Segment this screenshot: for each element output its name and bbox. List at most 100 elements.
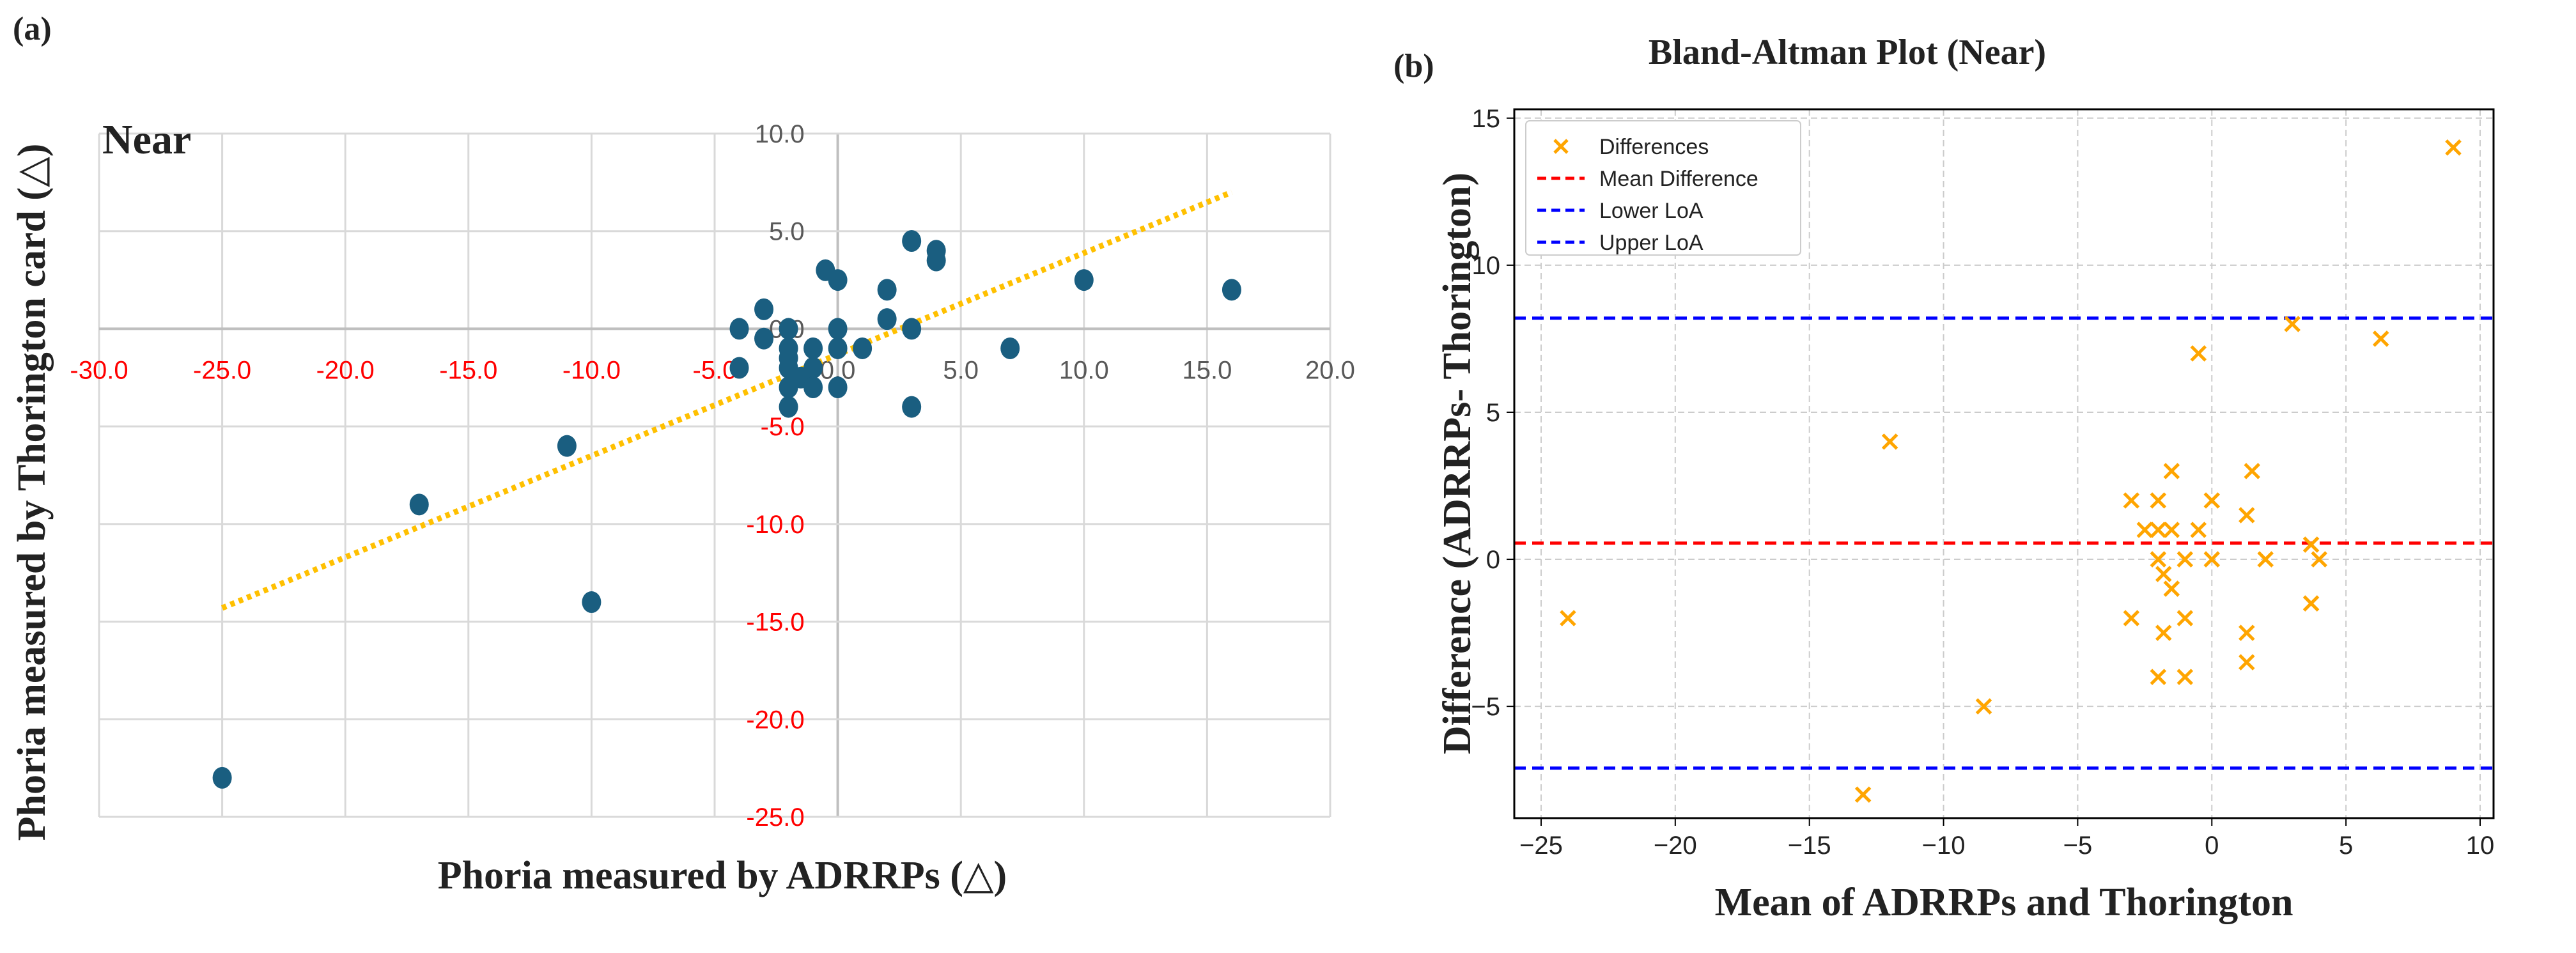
data-point <box>828 269 848 291</box>
panel-b-title: Bland-Altman Plot (Near) <box>1649 33 2046 72</box>
data-point <box>2150 551 2167 568</box>
x-tick-label: 15.0 <box>1182 356 1232 384</box>
data-point <box>754 327 774 350</box>
data-point <box>853 337 873 359</box>
x-tick-label: 0 <box>2205 832 2219 860</box>
y-tick-label: -5.0 <box>761 413 805 441</box>
data-point <box>2163 463 2180 479</box>
data-point <box>779 396 798 418</box>
y-tick-label: 0 <box>1486 546 1500 574</box>
data-point <box>2123 610 2140 626</box>
data-point <box>828 376 848 399</box>
x-tick-label: −15 <box>1788 832 1831 860</box>
data-point <box>2238 624 2255 641</box>
legend-marker-differences <box>1553 139 1569 154</box>
y-tick-label: -15.0 <box>746 608 804 637</box>
data-point <box>729 357 749 379</box>
data-point <box>1222 279 1241 301</box>
x-tick-label: −20 <box>1654 832 1697 860</box>
panel-a-label: (a) <box>13 11 52 47</box>
panel-b-ylabel: Difference (ADRRPs- Thorington) <box>1436 173 1479 754</box>
x-tick-label: −5 <box>2063 832 2093 860</box>
data-point <box>2190 345 2207 362</box>
data-point <box>2203 551 2221 568</box>
data-point <box>212 766 232 789</box>
y-tick-label: 15 <box>1472 105 1501 133</box>
data-point <box>582 591 601 614</box>
data-point <box>1854 786 1872 803</box>
x-tick-label: 10.0 <box>1059 356 1109 384</box>
data-point <box>754 298 774 320</box>
x-tick-label: -20.0 <box>316 356 375 384</box>
data-point <box>2123 492 2140 509</box>
x-tick-label: −25 <box>1519 832 1563 860</box>
data-point <box>2176 551 2194 568</box>
x-tick-label: 10 <box>2466 832 2495 860</box>
data-point <box>2238 654 2255 670</box>
near-annotation: Near <box>102 116 191 163</box>
data-point <box>1560 610 1576 626</box>
legend-entry: Lower LoA <box>1599 199 1703 223</box>
data-point <box>902 318 922 340</box>
data-point <box>2163 580 2180 597</box>
y-tick-label: 10.0 <box>755 120 805 148</box>
data-point <box>2155 566 2172 582</box>
x-tick-label: -30.0 <box>70 356 128 384</box>
data-point <box>1074 269 1094 291</box>
data-point <box>902 396 922 418</box>
data-point <box>557 435 577 457</box>
data-point <box>2238 507 2255 523</box>
trendline <box>221 189 1233 611</box>
data-point <box>1000 337 1020 359</box>
x-tick-label: −10 <box>1922 832 1966 860</box>
data-point <box>2163 522 2180 538</box>
x-tick-label: 20.0 <box>1305 356 1355 384</box>
data-point <box>2155 624 2172 641</box>
data-point <box>1881 433 1898 450</box>
data-point <box>2203 492 2221 509</box>
data-point <box>877 308 897 330</box>
legend-entry: Differences <box>1599 135 1709 159</box>
panel-b-xlabel: Mean of ADRRPs and Thorington <box>1715 881 2293 924</box>
data-point <box>2150 522 2167 538</box>
data-point <box>828 337 848 359</box>
y-tick-label: -20.0 <box>746 706 804 734</box>
data-point <box>729 318 749 340</box>
panel-a-ylabel: Phoria measured by Thorington card (△) <box>10 144 54 841</box>
data-point <box>2150 669 2167 685</box>
data-point <box>926 249 946 272</box>
data-point <box>2445 139 2462 156</box>
x-tick-label: 5.0 <box>943 356 979 384</box>
y-tick-label: 10 <box>1472 252 1501 280</box>
data-point <box>2176 610 2194 626</box>
data-point <box>2136 522 2153 538</box>
axes-frame <box>1513 108 2495 819</box>
legend-entry: Upper LoA <box>1599 231 1703 255</box>
x-tick-label: -15.0 <box>439 356 497 384</box>
data-point <box>877 279 897 301</box>
data-point <box>2284 316 2301 332</box>
panel-b-bland-altman: −25 −20 −15 −10 −5 0 5 10 15 10 5 0 −5 Differences Mea… <box>1471 105 2495 860</box>
data-point <box>2311 551 2327 568</box>
data-point <box>2244 463 2261 479</box>
data-point <box>409 493 429 516</box>
y-tick-label: -10.0 <box>746 511 804 539</box>
data-point <box>779 376 798 399</box>
data-point <box>902 229 922 252</box>
x-tick-label: -10.0 <box>563 356 621 384</box>
data-point <box>2150 492 2167 509</box>
y-tick-label: 5 <box>1486 399 1500 427</box>
data-point <box>2372 330 2389 347</box>
data-point <box>828 318 848 340</box>
y-tick-label: 5.0 <box>769 218 805 246</box>
x-tick-label: -5.0 <box>693 356 737 384</box>
legend-box <box>1525 120 1801 256</box>
data-point <box>803 376 823 399</box>
x-tick-label: 5 <box>2339 832 2353 860</box>
data-point <box>1975 698 1992 715</box>
data-point <box>2302 595 2320 612</box>
panel-a-xlabel: Phoria measured by ADRRPs (△) <box>438 854 1007 897</box>
panel-b-label: (b) <box>1393 48 1434 84</box>
y-tick-label: -25.0 <box>746 803 804 832</box>
